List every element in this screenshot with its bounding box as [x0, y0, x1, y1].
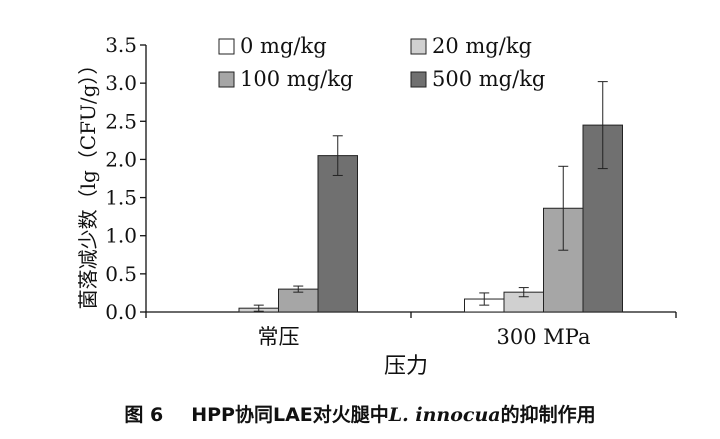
axes: 0.0 0.5 1.0 1.5 2.0 2.5 3.0 3.5 — [105, 33, 677, 324]
legend: 0 mg/kg 20 mg/kg 100 mg/kg 500 mg/kg — [218, 34, 545, 91]
legend-swatch — [218, 38, 235, 55]
legend-label: 20 mg/kg — [432, 34, 532, 58]
legend-label: 0 mg/kg — [240, 34, 327, 58]
figure-caption: 图 6 HPP协同LAE对火腿中L. innocua的抑制作用 — [0, 400, 720, 427]
y-tick-label: 3.0 — [105, 71, 137, 95]
y-tick-label: 1.5 — [105, 186, 137, 210]
y-tick-label: 2.0 — [105, 147, 137, 171]
y-axis-label: 菌落减少数（lg（CFU/g）） — [76, 55, 100, 310]
y-tick-label: 0.0 — [105, 300, 137, 324]
caption-text-after: 的抑制作用 — [500, 404, 596, 426]
x-axis-label: 压力 — [384, 354, 428, 379]
x-tick-label: 300 MPa — [497, 325, 591, 349]
bars: 常压 300 MPa — [238, 81, 623, 349]
y-tick-label: 2.5 — [105, 109, 137, 133]
caption-text-before: HPP协同LAE对火腿中 — [191, 404, 389, 426]
legend-swatch — [410, 38, 427, 55]
bar-chart: 0.0 0.5 1.0 1.5 2.0 2.5 3.0 3.5 常压 300 MPa 0 mg/… — [76, 33, 677, 379]
figure-number: 图 6 — [124, 404, 164, 426]
legend-swatch — [410, 71, 427, 88]
legend-swatch — [218, 71, 235, 88]
caption-species: L. innocua — [388, 404, 501, 426]
bar — [317, 155, 358, 313]
legend-label: 100 mg/kg — [240, 67, 353, 91]
y-tick-label: 0.5 — [105, 262, 137, 286]
y-tick-label: 3.5 — [105, 33, 137, 57]
legend-label: 500 mg/kg — [432, 67, 545, 91]
x-tick-label: 常压 — [258, 325, 300, 349]
y-tick-label: 1.0 — [105, 224, 137, 248]
